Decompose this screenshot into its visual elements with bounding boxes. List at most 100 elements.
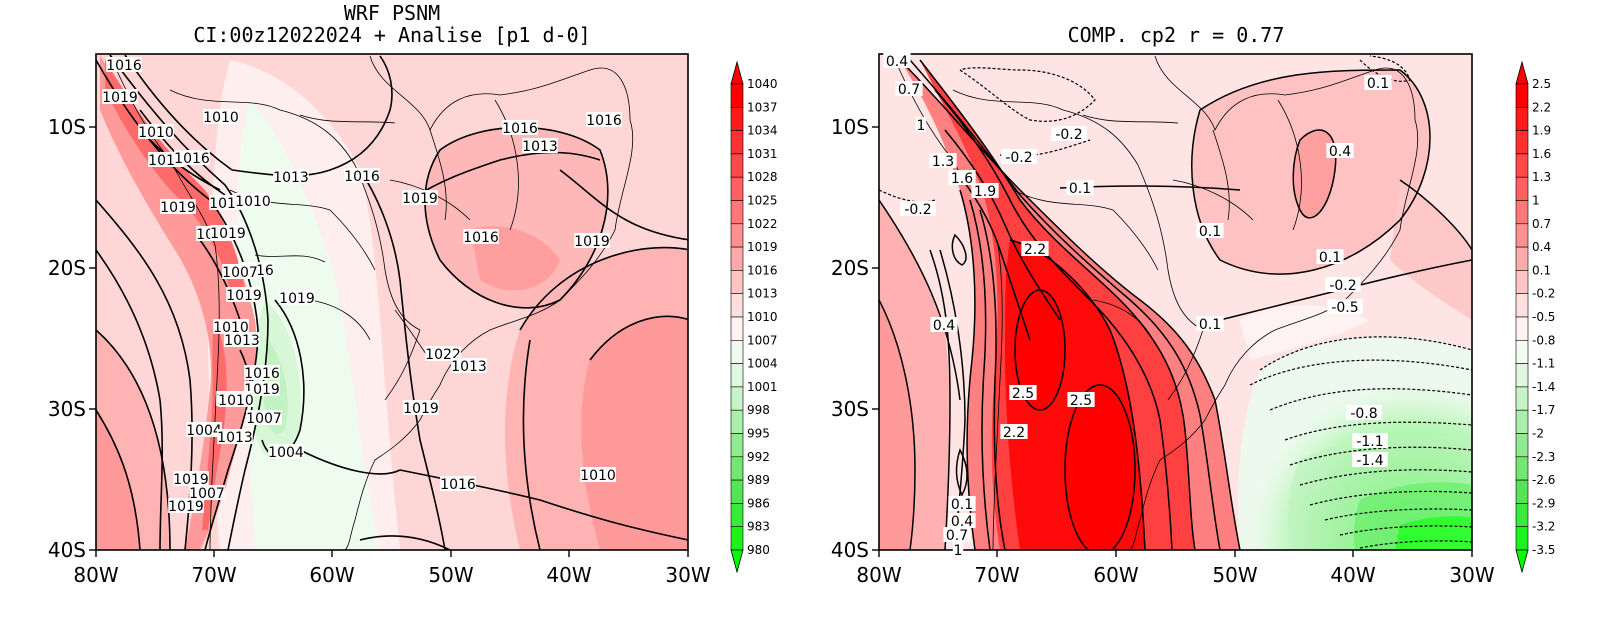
contour-label-bg <box>222 264 258 279</box>
right-y-axis <box>872 126 879 551</box>
contour-label: 1.9 <box>974 184 996 200</box>
contour-label-bg <box>174 150 210 165</box>
contour-label-bg <box>1066 180 1094 195</box>
contour-label: 1016 <box>463 230 499 246</box>
contour-label: 1019 <box>402 191 438 207</box>
contour-label: 1010 <box>218 393 254 409</box>
contour-label-bg <box>268 444 304 459</box>
contour-label-bg <box>1326 143 1354 158</box>
colorbar-swatch <box>730 526 744 551</box>
contour-label-bg <box>522 138 558 153</box>
colorbar-label: 1028 <box>747 170 778 184</box>
contour-label: 1019 <box>279 291 315 307</box>
colorbar-label: -1.4 <box>1532 380 1555 394</box>
colorbar-label: 0.4 <box>1532 240 1551 254</box>
colorbar-label: 989 <box>747 473 770 487</box>
contour-label-bg <box>895 81 923 96</box>
left-lon-tick: 30W <box>665 563 710 587</box>
colorbar-label: 992 <box>747 450 770 464</box>
colorbar-swatch <box>1515 270 1529 294</box>
contour-label-bg <box>943 527 971 542</box>
left-contour-labels: 1016101910101010101610161019101010101016… <box>102 57 622 515</box>
colorbar-swatch <box>730 456 744 481</box>
colorbar-label: 1025 <box>747 194 778 208</box>
contour-label: 0.1 <box>1367 76 1389 92</box>
right-lon-tick: 50W <box>1212 563 1257 587</box>
contour-label: 1 <box>954 543 963 559</box>
contour-label: 1013 <box>217 430 253 446</box>
colorbar-swatch <box>1515 293 1529 318</box>
right-negative-contours <box>879 55 1472 549</box>
colorbar-swatch <box>730 363 744 388</box>
contour-label: 0.4 <box>886 54 908 70</box>
left-colorbar: 1040 1037 1034 1031 1028 1025 1022 1019 1016 1013… <box>730 60 778 574</box>
contour-label-bg <box>952 542 964 557</box>
contour-label-bg <box>425 346 461 361</box>
left-title-line2: CI:00z12022024 + Analise [p1 d-0] <box>193 23 590 47</box>
contour-label: 1007 <box>222 265 258 281</box>
contour-label-bg <box>186 422 222 437</box>
colorbar-label: 980 <box>747 543 770 557</box>
right-contour-labels: 0.40.711.31.61.9-0.2-0.2-0.20.12.20.10.4… <box>883 53 1392 559</box>
contour-label: 1016 <box>244 366 280 382</box>
contour-label-bg <box>213 319 249 334</box>
left-lat-tick: 10S <box>48 115 86 139</box>
contour-label: 1010 <box>580 468 616 484</box>
left-title-line1: WRF PSNM <box>344 1 440 25</box>
colorbar-label: 1010 <box>747 310 778 324</box>
contour-label: 1019 <box>160 200 196 216</box>
right-lon-tick: 70W <box>974 563 1019 587</box>
colorbar-label: -0.5 <box>1532 310 1555 324</box>
left-map-frame <box>95 53 689 551</box>
colorbar-swatch <box>1515 526 1529 551</box>
contour-label: 2.2 <box>1003 425 1025 441</box>
contour-label: 0.4 <box>1329 144 1351 160</box>
colorbar-label: 1037 <box>747 100 778 114</box>
left-lat-tick: 20S <box>48 256 86 280</box>
contour-label-bg <box>1051 126 1087 141</box>
right-lat-tick: 10S <box>831 115 869 139</box>
colorbar-label: 1007 <box>747 333 778 347</box>
contour-label-bg <box>502 120 538 135</box>
contour-label-bg <box>160 199 196 214</box>
contour-label: 2.5 <box>1070 393 1092 409</box>
contour-label: 1013 <box>451 359 487 375</box>
contour-label-bg <box>1196 223 1224 238</box>
contour-label: 0.1 <box>951 497 973 513</box>
contour-label: -0.5 <box>1331 300 1358 316</box>
colorbar-swatch <box>730 107 744 131</box>
contour-label: 1019 <box>574 234 610 250</box>
contour-label: 1019 <box>173 472 209 488</box>
colorbar-label: -2.9 <box>1532 496 1555 510</box>
colorbar-label: -2 <box>1532 427 1544 441</box>
contour-label-bg <box>900 201 936 216</box>
contour-label-bg <box>403 400 439 415</box>
colorbar-label: 983 <box>747 520 770 534</box>
contour-label: 0.4 <box>933 318 955 334</box>
colorbar-bottom-arrow <box>730 549 744 574</box>
right-lat-tick: 20S <box>831 256 869 280</box>
right-colorbar: 2.5 2.2 1.9 1.6 1.3 1 0.7 0.4 0.1 -0.2 -0.5 -0.8 -1.… <box>1515 60 1555 574</box>
colorbar-label: 1001 <box>747 380 778 394</box>
colorbar-label: 1040 <box>747 77 778 91</box>
colorbar-swatch <box>730 409 744 434</box>
colorbar-label: -1.7 <box>1532 403 1555 417</box>
colorbar-swatch <box>1515 479 1529 504</box>
contour-label: 1016 <box>502 121 538 137</box>
colorbar-label: -0.2 <box>1532 287 1555 301</box>
contour-label: 1007 <box>246 411 282 427</box>
colorbar-swatch <box>1515 223 1529 248</box>
colorbar-label: 1031 <box>747 147 778 161</box>
left-lon-tick: 50W <box>428 563 473 587</box>
contour-label-bg <box>1364 75 1392 90</box>
contour-label-bg <box>586 112 622 127</box>
contour-label-bg <box>244 365 280 380</box>
colorbar-label: -0.8 <box>1532 333 1555 347</box>
contour-label: -0.2 <box>904 202 931 218</box>
colorbar-label: -3.5 <box>1532 543 1555 557</box>
contour-label: 1010 <box>235 194 271 210</box>
contour-label: 2.2 <box>1024 242 1046 258</box>
contour-label-bg <box>102 89 138 104</box>
right-x-axis <box>878 550 1473 557</box>
colorbar-label: 1.9 <box>1532 124 1551 138</box>
